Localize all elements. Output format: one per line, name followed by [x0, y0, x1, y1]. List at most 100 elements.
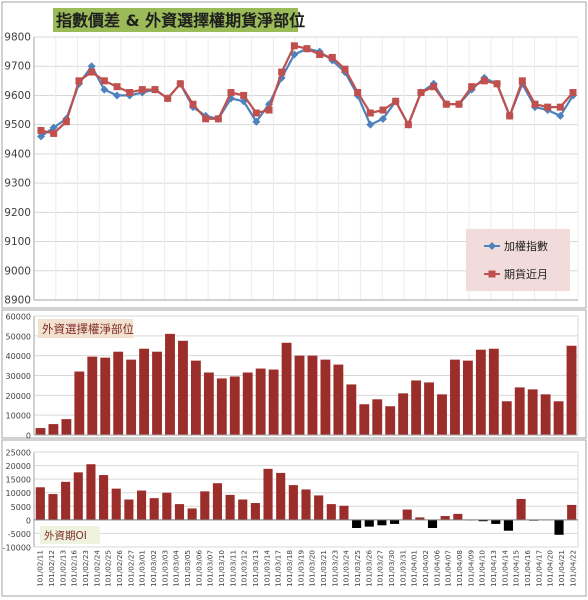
- options-bar: [359, 404, 370, 435]
- x-tick-label: 101/02/24: [92, 550, 101, 587]
- y-tick-label: 9400: [4, 148, 31, 160]
- y-tick-label: -5000: [8, 530, 31, 539]
- x-tick-label: 101/03/21: [319, 550, 328, 587]
- futures-point: [240, 91, 248, 99]
- futures-point: [227, 89, 235, 97]
- x-tick-label: 101/02/13: [58, 550, 67, 587]
- futures-point: [366, 109, 374, 117]
- x-tick-label: 101/03/23: [330, 550, 339, 587]
- futures-point: [404, 121, 412, 129]
- y-tick-label: 10000: [6, 412, 31, 421]
- futures-point: [506, 112, 514, 120]
- x-tick-label: 101/04/20: [546, 550, 555, 587]
- x-tick-label: 101/03/30: [387, 550, 396, 587]
- oi-bar-positive: [402, 509, 412, 520]
- options-bar: [87, 356, 98, 435]
- x-tick-label: 101/04/07: [444, 550, 453, 587]
- x-tick-label: 101/02/11: [36, 550, 45, 587]
- y-tick-label: 25000: [6, 449, 31, 458]
- legend-marker: [488, 242, 496, 250]
- x-tick-label: 101/03/18: [285, 550, 294, 587]
- x-tick-label: 101/04/14: [500, 550, 509, 587]
- x-tick-label: 101/03/20: [308, 550, 317, 587]
- options-bar: [190, 360, 201, 435]
- futures-point: [468, 83, 476, 91]
- options-bar: [450, 359, 460, 435]
- options-bar: [294, 355, 305, 435]
- index-point: [252, 117, 261, 126]
- x-tick-label: 101/03/04: [172, 550, 181, 587]
- futures-point: [493, 80, 501, 88]
- index-point: [366, 120, 375, 129]
- index-point: [100, 85, 109, 94]
- oi-bar-positive: [263, 468, 273, 520]
- x-tick-label: 101/02/27: [126, 550, 135, 587]
- options-bar: [514, 387, 525, 435]
- oi-bar-positive: [111, 488, 121, 520]
- futures-point: [379, 106, 387, 114]
- oi-bar-positive: [238, 499, 248, 520]
- options-bar: [540, 394, 551, 435]
- legend-label-futures: 期貨近月: [504, 267, 548, 281]
- options-bar: [462, 360, 473, 435]
- options-bar: [566, 345, 577, 435]
- index-point: [113, 91, 121, 100]
- x-tick-label: 101/03/25: [353, 550, 362, 587]
- options-bar: [113, 351, 124, 435]
- oi-bar-negative: [390, 519, 400, 524]
- x-tick-label: 101/03/12: [240, 550, 249, 587]
- oi-bar-positive: [453, 513, 463, 520]
- futures-point: [442, 100, 450, 108]
- options-bar: [203, 372, 214, 435]
- x-tick-label: 101/03/07: [206, 550, 215, 587]
- x-tick-label: 101/03/24: [342, 550, 351, 587]
- oi-bar-negative: [352, 519, 362, 528]
- options-bar: [320, 359, 331, 435]
- futures-point: [37, 127, 45, 135]
- options-bar: [501, 401, 512, 435]
- index-point: [87, 62, 96, 71]
- options-bar: [488, 348, 499, 435]
- futures-point: [480, 77, 488, 85]
- futures-point: [138, 86, 146, 94]
- x-tick-label: 101/03/11: [228, 550, 237, 587]
- x-tick-label: 101/02/23: [81, 550, 90, 587]
- oi-bar-positive: [187, 508, 197, 520]
- oi-bar-negative: [491, 519, 501, 524]
- options-bar: [553, 401, 564, 435]
- options-bar: [475, 349, 486, 435]
- oi-bar-positive: [99, 475, 109, 520]
- futures-point: [430, 83, 438, 91]
- futures-point: [88, 68, 96, 76]
- options-bar: [527, 389, 538, 435]
- y-tick-label: 60000: [6, 313, 31, 322]
- options-bar: [346, 384, 357, 435]
- futures-point: [290, 42, 298, 50]
- oi-bar-negative: [427, 519, 438, 528]
- futures-point: [417, 89, 425, 97]
- futures-point: [265, 106, 273, 114]
- options-bar: [424, 382, 434, 435]
- index-point: [49, 123, 58, 132]
- futures-point: [151, 86, 159, 94]
- legend-label-index: 加權指數: [504, 239, 548, 253]
- x-tick-label: 101/04/13: [489, 550, 498, 587]
- x-tick-label: 101/03/27: [376, 550, 385, 587]
- futures-point: [354, 89, 362, 97]
- options-bar: [61, 419, 72, 435]
- foreign-futures-oi-panel: -10000 -5000 0 5000 10000 15000 20000 25000 外資期O…: [1, 439, 587, 597]
- x-tick-label: 101/04/15: [512, 550, 521, 587]
- x-tick-label: 101/03/02: [149, 550, 158, 587]
- index-futures-panel: 8900 9000 9100 9200 9300 9400 9500 9600 9700 9800…: [1, 1, 587, 309]
- oi-bar-positive: [276, 472, 286, 520]
- chart-title: 外資選擇權淨部位: [42, 322, 134, 336]
- x-tick-label: 101/03/26: [364, 550, 373, 587]
- options-bar: [165, 333, 175, 435]
- futures-point: [113, 83, 121, 91]
- oi-bar-positive: [162, 492, 172, 520]
- index-point: [290, 50, 299, 59]
- futures-point: [176, 80, 184, 88]
- oi-bar-negative: [554, 519, 564, 535]
- oi-bar-positive: [250, 503, 260, 520]
- chart-title: 外資期OI: [44, 530, 87, 542]
